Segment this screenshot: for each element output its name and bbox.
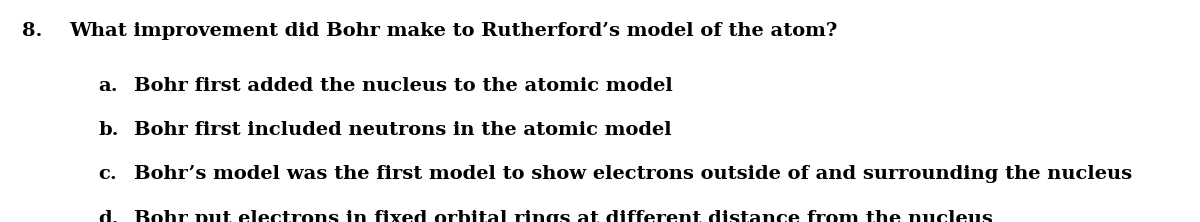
Text: b.: b.	[98, 121, 119, 139]
Text: What improvement did Bohr make to Rutherford’s model of the atom?: What improvement did Bohr make to Ruther…	[70, 22, 838, 40]
Text: Bohr put electrons in fixed orbital rings at different distance from the nucleus: Bohr put electrons in fixed orbital ring…	[134, 210, 994, 222]
Text: d.: d.	[98, 210, 119, 222]
Text: a.: a.	[98, 77, 118, 95]
Text: Bohr first included neutrons in the atomic model: Bohr first included neutrons in the atom…	[134, 121, 672, 139]
Text: 8.: 8.	[22, 22, 42, 40]
Text: Bohr’s model was the first model to show electrons outside of and surrounding th: Bohr’s model was the first model to show…	[134, 165, 1133, 183]
Text: Bohr first added the nucleus to the atomic model: Bohr first added the nucleus to the atom…	[134, 77, 673, 95]
Text: c.: c.	[98, 165, 118, 183]
